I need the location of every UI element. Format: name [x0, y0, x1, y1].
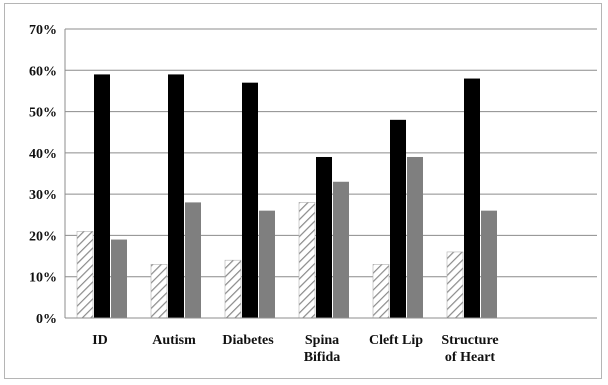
bar-series-2-category-1	[94, 74, 110, 319]
y-tick-label: 0%	[36, 312, 57, 327]
y-tick-label: 50%	[29, 106, 57, 121]
bar-series-3-category-3	[259, 210, 275, 318]
bar-series-1-category-4	[298, 202, 316, 319]
y-tick-label: 60%	[29, 64, 57, 79]
bar-series-1-category-6	[446, 251, 464, 319]
y-tick-label: 70%	[29, 23, 57, 38]
y-tick-label: 40%	[29, 147, 57, 162]
bar-series-1-category-5	[372, 264, 390, 319]
bar-series-3-category-6	[481, 210, 497, 318]
bar-series-2-category-5	[390, 119, 406, 318]
bar-chart: 0% 10% 20% 30% 40% 50% 60% 70% ID Autism Diabetes…	[29, 23, 597, 365]
bar-series-2-category-2	[168, 74, 184, 319]
y-tick-label: 30%	[29, 188, 57, 203]
x-category-label: Structure of Heart	[441, 333, 498, 365]
x-category-label: Spina Bifida	[304, 333, 341, 365]
x-category-label: Autism	[152, 333, 196, 348]
bar-series-1-category-2	[150, 264, 168, 319]
bar-series-3-category-5	[407, 156, 423, 318]
y-tick-label: 20%	[29, 229, 57, 244]
x-category-label: ID	[92, 333, 108, 348]
bar-series-2-category-4	[316, 156, 332, 318]
bar-series-3-category-1	[111, 239, 127, 318]
bar-series-3-category-2	[185, 202, 201, 318]
bar-series-1-category-1	[76, 231, 94, 319]
bar-series-3-category-4	[333, 181, 349, 318]
y-axis: 0% 10% 20% 30% 40% 50% 60% 70%	[29, 23, 66, 327]
x-category-label: Cleft Lip	[369, 333, 423, 348]
bars	[76, 74, 497, 319]
bar-series-1-category-3	[224, 259, 242, 319]
bar-series-2-category-3	[242, 82, 258, 319]
x-category-label: Diabetes	[222, 333, 274, 348]
bar-series-2-category-6	[464, 78, 480, 319]
y-tick-label: 10%	[29, 271, 57, 286]
chart-frame: 0% 10% 20% 30% 40% 50% 60% 70% ID Autism Diabetes…	[4, 3, 602, 379]
x-axis: ID Autism Diabetes Spina Bifida Cleft Lip Stru…	[65, 317, 597, 365]
